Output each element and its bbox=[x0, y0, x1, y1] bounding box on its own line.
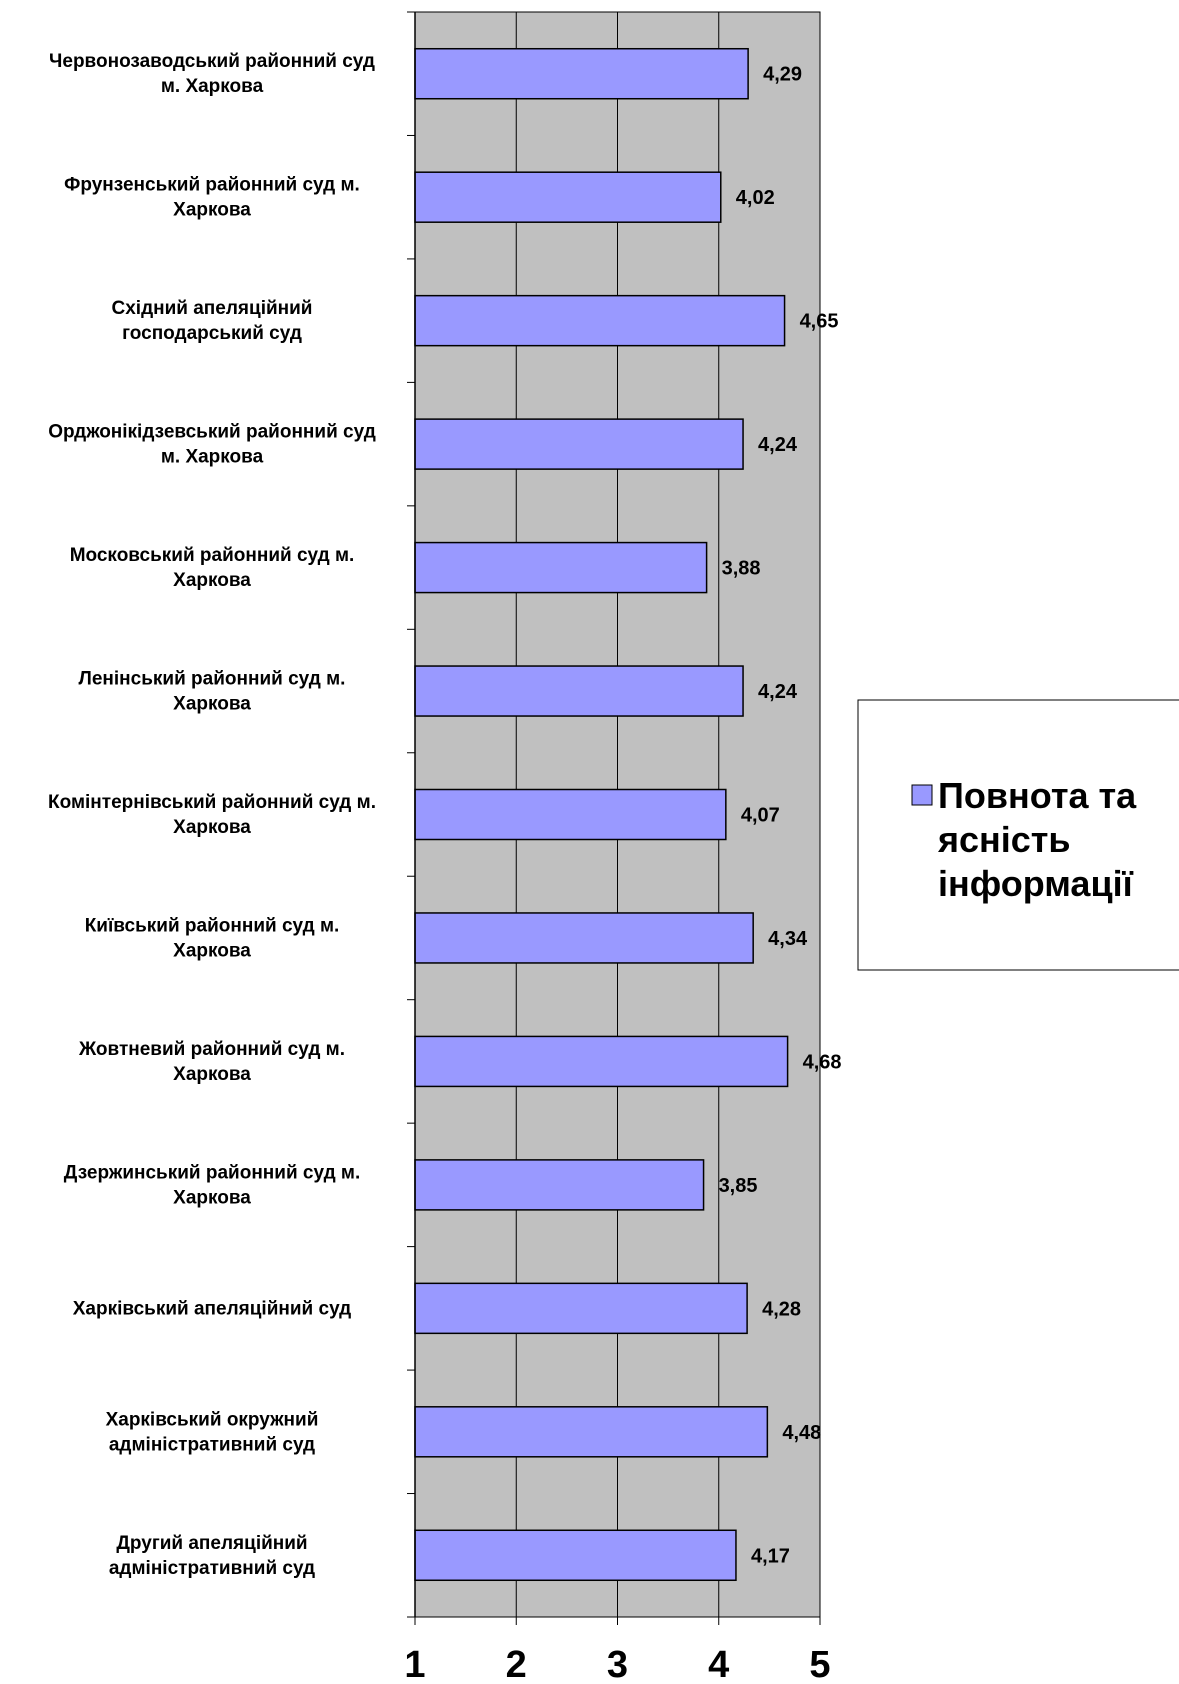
category-label-line: Дзержинський районний суд м. bbox=[64, 1162, 361, 1183]
data-label: 4,17 bbox=[751, 1545, 790, 1567]
category-label-line: адміністративний суд bbox=[109, 1434, 315, 1455]
data-label: 4,34 bbox=[768, 928, 808, 950]
category-label-line: Комінтернівський районний суд м. bbox=[48, 792, 376, 813]
data-label: 4,24 bbox=[758, 681, 798, 703]
bar bbox=[414, 47, 749, 100]
data-label: 4,24 bbox=[758, 434, 798, 456]
legend-swatch bbox=[911, 784, 933, 806]
category-label-line: господарський суд bbox=[122, 323, 302, 344]
legend-box bbox=[857, 699, 1179, 971]
data-label: 4,02 bbox=[736, 187, 775, 209]
category-label: Фрунзенський районний суд м. Харкова bbox=[64, 175, 360, 221]
category-label-line: Харкова bbox=[173, 694, 251, 715]
legend-label-line: Повнота та bbox=[938, 775, 1137, 816]
category-label: Харківський окружний адміністративний суд bbox=[106, 1409, 319, 1455]
category-label-line: м. Харкова bbox=[161, 447, 264, 468]
category-label: Орджонікідзевський районний суд м. Харков… bbox=[48, 422, 376, 468]
category-label-line: м. Харкова bbox=[161, 76, 264, 97]
bar bbox=[414, 912, 754, 964]
data-label: 3,88 bbox=[722, 558, 761, 580]
bar bbox=[414, 1529, 737, 1582]
category-label-line: Жовтневий районний суд м. bbox=[78, 1039, 345, 1060]
bar bbox=[414, 665, 744, 717]
category-label: Жовтневий районний суд м. Харкова bbox=[78, 1039, 345, 1085]
category-label-line: Харкова bbox=[173, 570, 251, 591]
x-tick-label: 2 bbox=[506, 1644, 527, 1684]
data-label: 4,65 bbox=[800, 311, 839, 333]
data-label: 4,29 bbox=[763, 64, 802, 86]
category-label-line: Ленінський районний суд м. bbox=[79, 669, 346, 690]
category-label-line: Харківський апеляційний суд bbox=[73, 1298, 351, 1319]
category-label-line: Харкова bbox=[173, 1187, 251, 1208]
bar bbox=[414, 1035, 789, 1088]
x-tick-labels: 1 2 3 4 5 bbox=[404, 1644, 830, 1684]
category-label-line: Харкова bbox=[173, 200, 251, 221]
bar bbox=[414, 171, 722, 223]
axis bbox=[407, 11, 821, 1625]
category-label-line: Харкова bbox=[173, 940, 251, 961]
legend-label-line: ясність bbox=[937, 819, 1071, 860]
category-label: Харківський апеляційний суд bbox=[73, 1298, 351, 1319]
legend: Повнота та ясність інформації bbox=[857, 699, 1179, 971]
category-label-line: Червонозаводський районний суд bbox=[49, 51, 375, 72]
category-label-line: Орджонікідзевський районний суд bbox=[48, 422, 376, 443]
bar bbox=[414, 1282, 748, 1335]
category-label: Московський районний суд м. Харкова bbox=[70, 545, 355, 591]
category-label: Ленінський районний суд м. Харкова bbox=[79, 669, 346, 715]
data-label: 4,48 bbox=[782, 1422, 821, 1444]
data-label: 4,68 bbox=[803, 1051, 842, 1073]
x-tick-label: 1 bbox=[404, 1644, 425, 1684]
category-label-line: адміністративний суд bbox=[109, 1558, 315, 1579]
category-label: Червонозаводський районний суд м. Харкова bbox=[49, 51, 375, 97]
data-label: 3,85 bbox=[719, 1175, 758, 1197]
x-tick-label: 3 bbox=[607, 1644, 628, 1684]
category-label-line: Фрунзенський районний суд м. bbox=[64, 175, 360, 196]
bar bbox=[414, 418, 744, 470]
bar bbox=[414, 788, 727, 841]
category-label: Другий апеляційний адміністративний суд bbox=[109, 1533, 315, 1579]
data-label: 4,07 bbox=[741, 805, 780, 827]
category-label-line: Київський районний суд м. bbox=[85, 915, 340, 936]
data-label: 4,28 bbox=[762, 1298, 801, 1320]
category-labels: Червонозаводський районний суд м. Харкова… bbox=[48, 51, 376, 1579]
bars bbox=[414, 47, 789, 1582]
bar bbox=[414, 1406, 769, 1458]
bar bbox=[414, 294, 786, 347]
category-label-line: Московський районний суд м. bbox=[70, 545, 355, 566]
category-label-line: Харкова bbox=[173, 1064, 251, 1085]
category-label-line: Східний апеляційний bbox=[112, 298, 313, 319]
x-tick-label: 5 bbox=[809, 1644, 830, 1684]
category-label: Київський районний суд м. Харкова bbox=[85, 915, 340, 961]
legend-label: Повнота та ясність інформації bbox=[937, 775, 1146, 904]
category-label: Комінтернівський районний суд м. Харкова bbox=[48, 792, 376, 838]
value-labels: 4,29 4,02 4,65 4,24 3,88 4,24 4,07 4,34 4,68 3,85… bbox=[719, 64, 842, 1568]
category-label: Дзержинський районний суд м. Харкова bbox=[64, 1162, 361, 1208]
category-label-line: Харківський окружний bbox=[106, 1409, 319, 1430]
legend-label-line: інформації bbox=[938, 863, 1134, 904]
bar bbox=[414, 541, 708, 594]
category-label-line: Харкова bbox=[173, 817, 251, 838]
bar bbox=[414, 1159, 705, 1211]
x-tick-label: 4 bbox=[708, 1644, 729, 1684]
category-label: Східний апеляційний господарський суд bbox=[112, 298, 313, 344]
category-label-line: Другий апеляційний bbox=[116, 1533, 307, 1554]
